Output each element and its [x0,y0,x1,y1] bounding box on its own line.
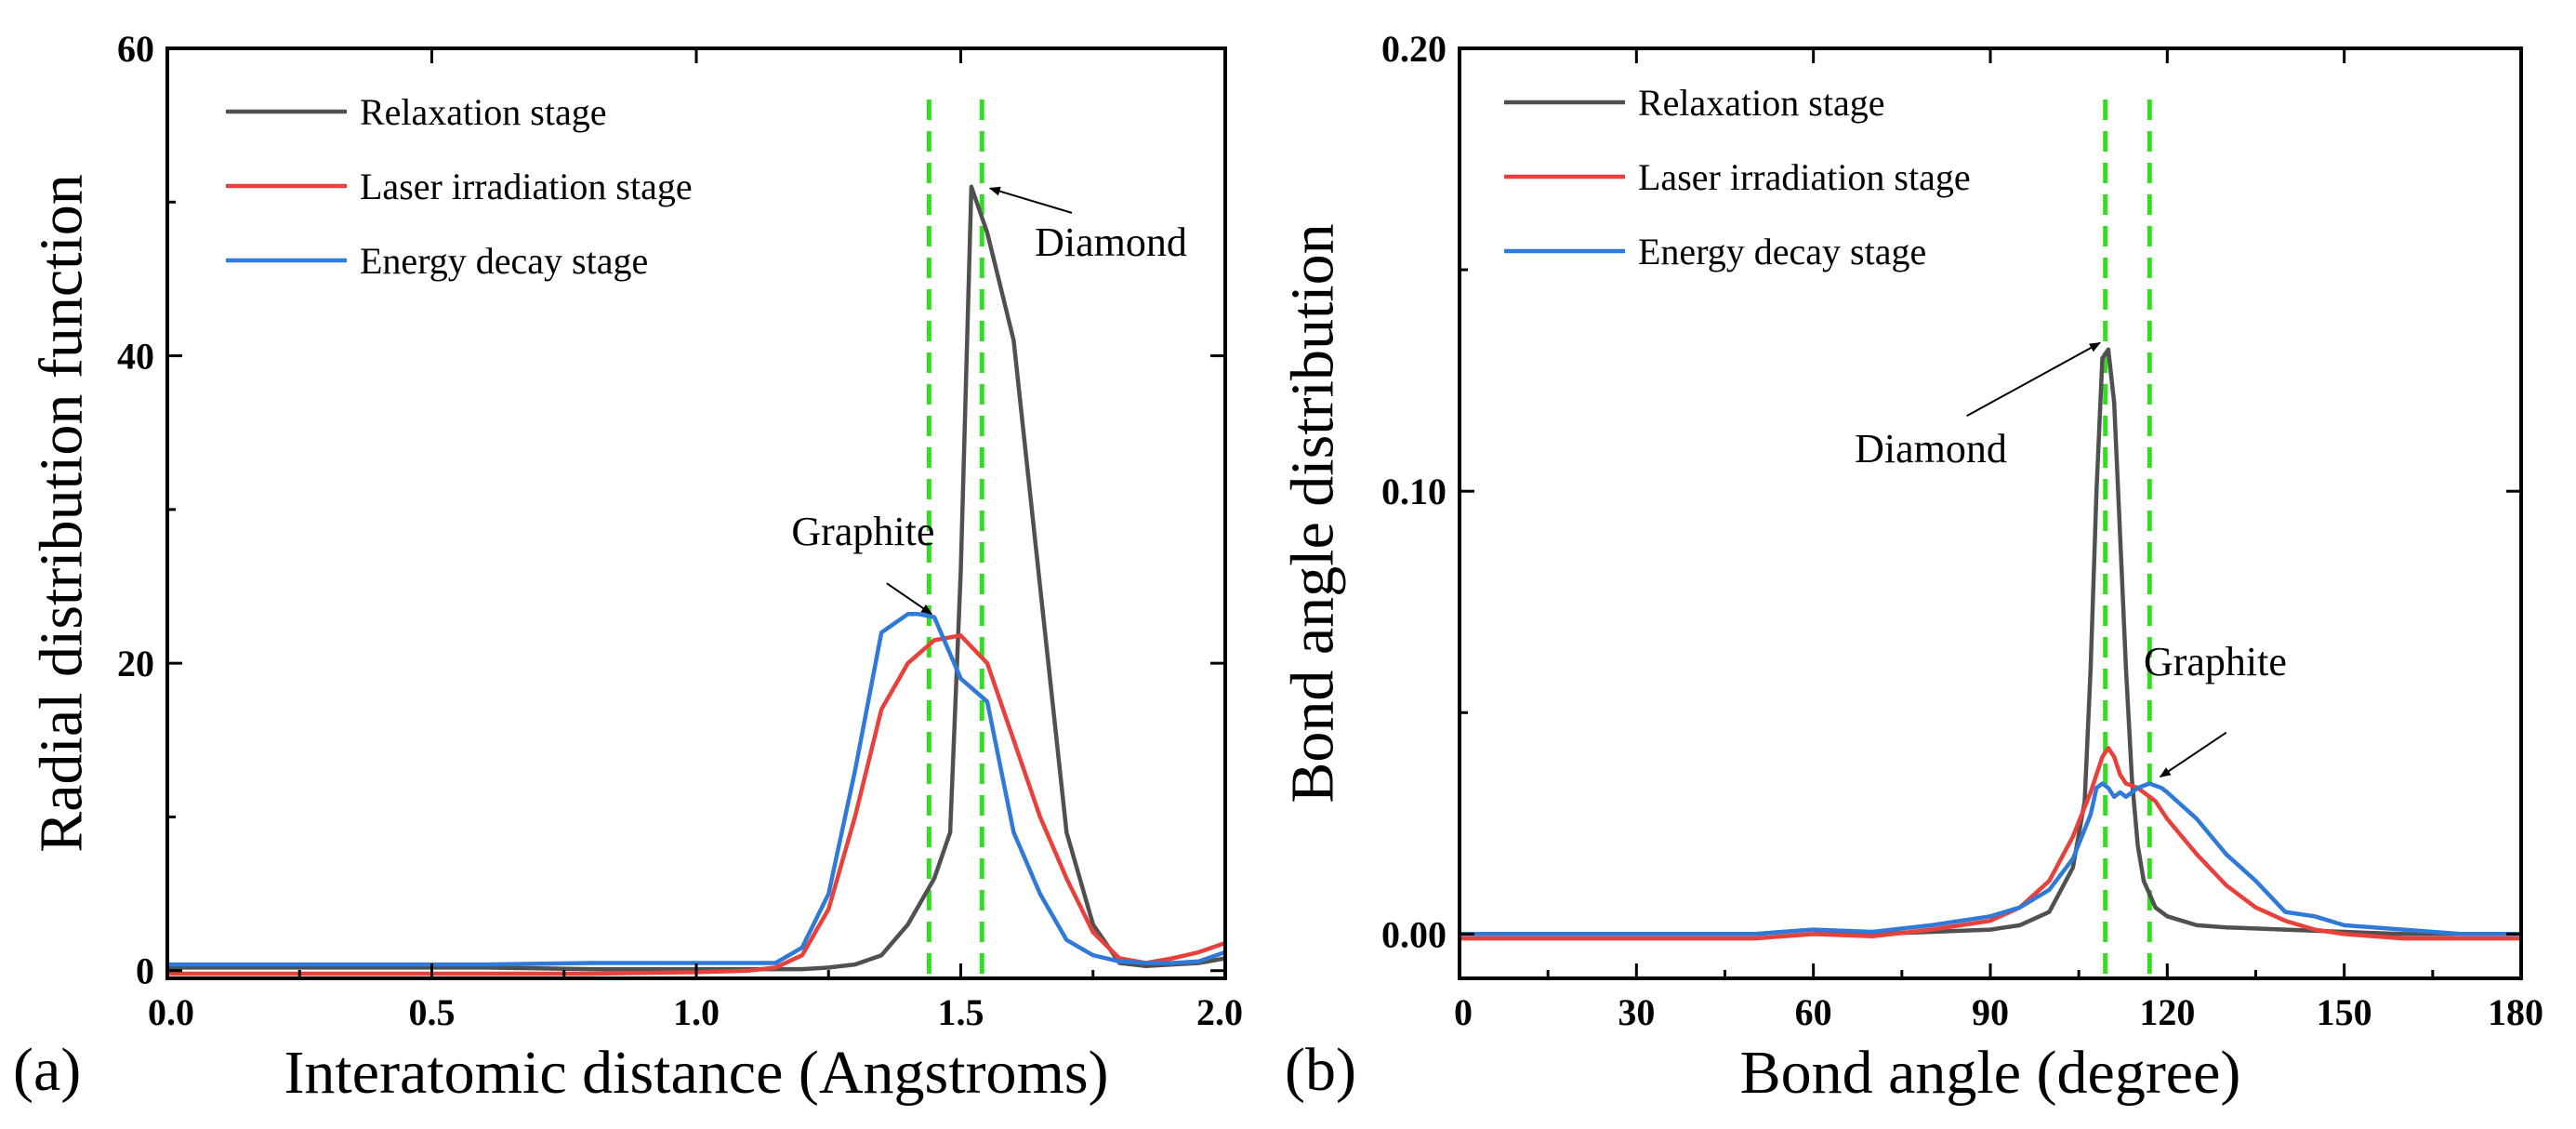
x-tick-label: 0 [1454,991,1473,1033]
x-tick-label: 0.5 [409,991,456,1033]
x-axis-label: Interatomic distance (Angstroms) [284,1039,1108,1107]
series-line-relaxation [167,184,1226,972]
x-tick-label: 120 [2139,991,2195,1033]
chart-panel-a: 0.0 0.5 1.0 1.5 2.0 0 20 40 60 Interatomic distan… [13,28,1243,1107]
y-tick-label: 0.20 [1381,28,1447,70]
y-tick-label: 60 [117,28,154,70]
annotation-label: Graphite [2144,639,2287,684]
x-tick-label: 150 [2317,991,2372,1033]
x-tick-label: 180 [2488,991,2543,1033]
legend-entry: Relaxation stage [360,91,606,133]
y-tick-label: 40 [117,336,154,378]
annotation-arrow [2159,731,2227,778]
annotation-arrow [886,582,933,616]
y-tick-label: 20 [117,643,154,684]
series-line-laser [1460,746,2521,941]
chart-panel-b: 0 30 60 90 120 150 180 0.00 0.10 0.20 Bond angle (… [1279,28,2544,1107]
annotation-label: Diamond [1035,219,1187,265]
x-tick-label: 1.5 [938,991,984,1033]
plot-frame [1458,46,2523,980]
y-axis-label: Bond angle distribution [1279,223,1347,803]
annotation-label: Diamond [1855,426,2007,472]
series-line-energy [1460,781,2521,936]
series-line-laser [167,633,1226,976]
legend-entry: Energy decay stage [1638,231,1926,272]
x-tick-label: 30 [1618,991,1655,1033]
legend-entry: Laser irradiation stage [1638,156,1971,198]
panel-label: (a) [13,1036,81,1104]
legend-entry: Relaxation stage [1638,82,1884,124]
annotation-arrow [988,186,1073,214]
legend: Relaxation stage Laser irradiation stage E… [1504,82,1971,272]
legend-entry: Energy decay stage [360,240,648,282]
annotation-label: Graphite [791,509,934,554]
y-tick-label: 0.00 [1381,913,1447,955]
x-tick-label: 0.0 [148,991,194,1033]
x-tick-label: 2.0 [1196,991,1243,1033]
legend-entry: Laser irradiation stage [360,166,693,207]
x-tick-label: 1.0 [673,991,720,1033]
annotation-arrow [1966,341,2101,418]
y-axis-label: Radial distribution function [28,174,96,853]
y-tick-label: 0.10 [1381,471,1447,512]
x-axis-label: Bond angle (degree) [1740,1039,2241,1107]
legend: Relaxation stage Laser irradiation stage E… [226,91,693,282]
series-line-energy [167,612,1226,967]
x-tick-label: 90 [1972,991,2009,1033]
panel-label: (b) [1285,1036,1356,1104]
x-tick-label: 60 [1795,991,1832,1033]
y-tick-label: 0 [136,950,154,992]
